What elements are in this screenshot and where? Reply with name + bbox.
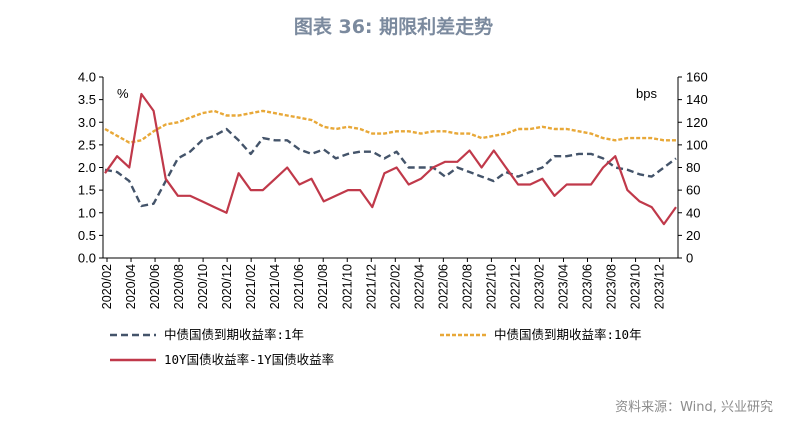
chart-plot-area [104,92,677,226]
x-tick-label: 2022/04 [412,264,426,309]
left-tick-label: 2.0 [78,160,96,175]
legend-label-2: 中债国债到期收益率:10年 [494,327,642,342]
x-tick-label: 2023/12 [653,264,667,309]
legend-label-1: 中债国债到期收益率:1年 [164,327,304,342]
x-tick-label: 2020/10 [196,264,210,309]
x-tick-label: 2021/12 [364,264,378,309]
chart-title: 图表 36: 期限利差走势 [293,16,494,38]
x-tick-label: 2021/04 [268,264,282,309]
x-tick-label: 2020/08 [172,264,186,309]
x-tick-label: 2020/04 [124,264,138,309]
right-tick-label: 160 [686,70,708,85]
x-tick-label: 2022/06 [436,264,450,309]
left-tick-label: 2.5 [78,137,96,152]
x-tick-label: 2021/08 [316,264,330,309]
right-tick-label: 140 [686,92,708,107]
x-tick-label: 2020/12 [220,264,234,309]
x-tick-label: 2022/02 [388,264,402,309]
series-line-1 [104,127,677,208]
source-note: 资料来源：Wind, 兴业研究 [615,400,773,415]
legend-label-3: 10Y国债收益率-1Y国债收益率 [164,352,334,367]
x-tick-label: 2023/08 [605,264,619,309]
right-tick-label: 80 [686,160,700,175]
left-tick-label: 0.0 [78,251,96,266]
right-tick-label: 20 [686,228,700,243]
x-tick-label: 2022/08 [460,264,474,309]
left-tick-label: 4.0 [78,70,96,85]
x-tick-label: 2023/06 [581,264,595,309]
chart-axes: 4.0 3.5 3.0 2.5 2.0 1.5 1.0 0.5 0.0 160 140 120 100 8… [78,70,708,310]
series-line-3 [104,92,677,226]
left-tick-label: 1.0 [78,205,96,220]
right-tick-label: 40 [686,205,700,220]
x-tick-label: 2022/12 [508,264,522,309]
right-axis-unit: bps [636,86,657,101]
right-tick-label: 120 [686,115,708,130]
left-tick-label: 0.5 [78,228,96,243]
left-axis-unit: % [117,86,129,101]
x-tick-label: 2021/06 [292,264,306,309]
x-tick-label: 2020/02 [100,264,114,309]
x-tick-label: 2022/10 [484,264,498,309]
x-tick-label: 2021/10 [340,264,354,309]
left-tick-label: 3.5 [78,92,96,107]
x-tick-label: 2023/04 [556,264,570,309]
x-tick-label: 2023/02 [532,264,546,309]
x-tick-label: 2020/06 [148,264,162,309]
left-tick-label: 1.5 [78,183,96,198]
x-tick-label: 2023/10 [629,264,643,309]
chart-legend: 中债国债到期收益率:1年 中债国债到期收益率:10年 10Y国债收益率-1Y国债收益… [110,327,642,367]
x-tick-label: 2021/02 [244,264,258,309]
left-tick-label: 3.0 [78,115,96,130]
right-tick-label: 60 [686,183,700,198]
series-line-2 [104,109,676,144]
right-tick-label: 0 [686,251,693,266]
right-tick-label: 100 [686,137,708,152]
